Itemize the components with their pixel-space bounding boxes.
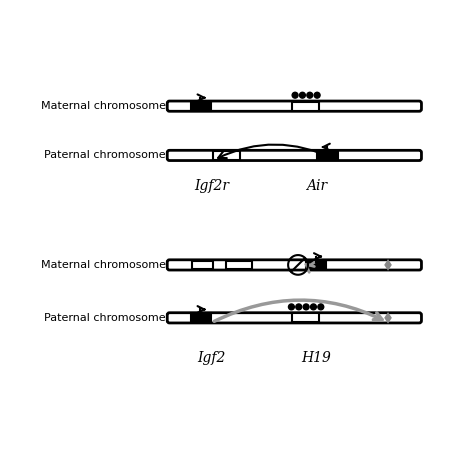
Circle shape (314, 92, 320, 98)
FancyBboxPatch shape (167, 313, 421, 323)
Circle shape (303, 304, 309, 310)
Text: Maternal chromosome: Maternal chromosome (41, 260, 166, 270)
Circle shape (296, 304, 301, 310)
Bar (292, 102, 319, 110)
Circle shape (289, 304, 294, 310)
Bar (213, 151, 240, 160)
Bar (227, 261, 252, 269)
FancyBboxPatch shape (167, 260, 421, 270)
Circle shape (292, 92, 298, 98)
Text: Paternal chromosome: Paternal chromosome (44, 150, 166, 160)
Circle shape (318, 304, 324, 310)
Bar (306, 261, 327, 269)
Text: Igf2: Igf2 (198, 351, 226, 365)
Bar (192, 261, 213, 269)
FancyBboxPatch shape (167, 101, 421, 111)
Text: H19: H19 (301, 351, 331, 365)
Text: Igf2r: Igf2r (194, 180, 229, 193)
Bar (292, 313, 319, 322)
Polygon shape (384, 259, 392, 271)
Text: Maternal chromosome: Maternal chromosome (41, 101, 166, 111)
Circle shape (310, 304, 316, 310)
Bar (191, 313, 211, 322)
Circle shape (300, 92, 305, 98)
Bar (317, 151, 337, 160)
Polygon shape (384, 312, 392, 324)
Text: Air: Air (306, 180, 327, 193)
Text: Paternal chromosome: Paternal chromosome (44, 313, 166, 323)
FancyBboxPatch shape (167, 150, 421, 161)
Circle shape (307, 92, 313, 98)
Bar (191, 102, 211, 110)
